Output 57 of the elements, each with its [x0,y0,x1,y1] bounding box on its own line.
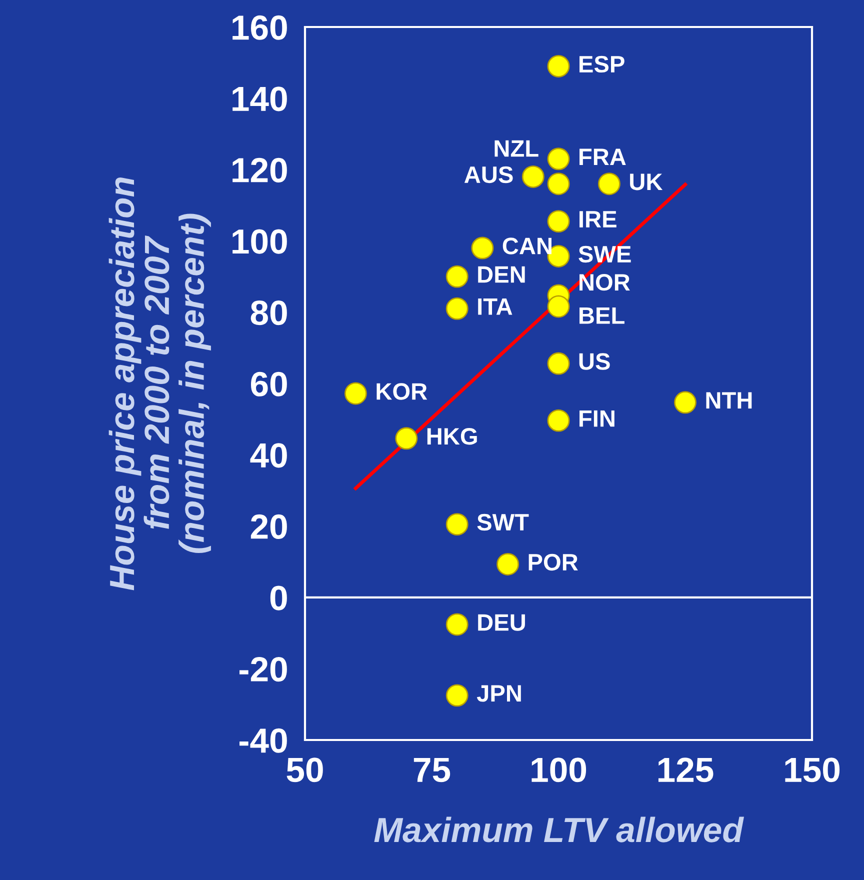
x-tick-label: 100 [532,758,586,782]
annotation: HKG [427,428,477,445]
y-tick-label: 140 [232,86,287,112]
annotation: DEU [478,614,525,631]
point [547,172,570,196]
point [395,427,418,450]
y-tick-label: 160 [232,15,287,40]
point [547,409,570,432]
point [446,297,468,320]
y-tick-label: 40 [250,443,287,468]
y-axis-title: House price appreciation from 2000 to 2007 (nominal, in percent) [108,178,211,590]
point [446,684,468,707]
point [674,391,696,414]
y-tick-label: 120 [232,158,287,183]
point [547,148,570,170]
point [547,54,570,78]
point [446,613,468,636]
annotation: JPN [476,685,521,702]
annotation: SWT [477,514,529,531]
x-tick-label: 150 [785,758,840,782]
annotation: NOR [580,274,630,291]
annotation: AUS [464,166,513,184]
annotation: ESP [580,56,624,73]
annotation: UK [630,174,663,190]
point [598,172,620,196]
annotation: POR [528,554,578,571]
point [496,553,520,576]
annotation: NZL [494,140,538,157]
point [446,513,468,536]
x-tick-label: 50 [286,758,323,782]
y-tick-label: -20 [240,657,287,682]
y-tick-label: 0 [270,586,287,610]
y-tick-label: 100 [232,229,287,254]
y-tick-label: 60 [250,372,287,396]
annotation: FRA [580,148,626,166]
annotation: ITA [478,298,512,315]
point [547,210,570,233]
point [471,236,494,260]
y-tick-label: -40 [240,728,287,753]
x-tick-label: 125 [658,758,714,782]
point [522,166,544,188]
annotation: IRE [580,211,616,228]
x-tick-label: 75 [414,758,450,782]
point [344,382,367,405]
annotation: CAN [502,238,552,254]
y-tick-label: 20 [250,514,287,540]
point [446,265,468,288]
point [547,295,570,318]
annotation: DEN [478,266,525,283]
y-tick-label: 80 [250,300,287,326]
x-axis-title: Maximum LTV allowed [374,816,744,842]
point [547,352,570,375]
annotation: NTH [706,392,752,408]
annotation: FIN [580,410,614,427]
annotation: KOR [376,383,428,400]
annotation: BEL [580,307,624,324]
annotation: US [579,353,610,370]
